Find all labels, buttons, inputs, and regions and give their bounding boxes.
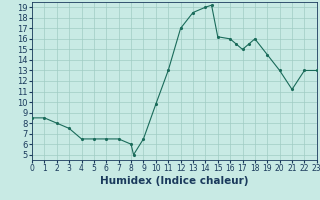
- X-axis label: Humidex (Indice chaleur): Humidex (Indice chaleur): [100, 176, 249, 186]
